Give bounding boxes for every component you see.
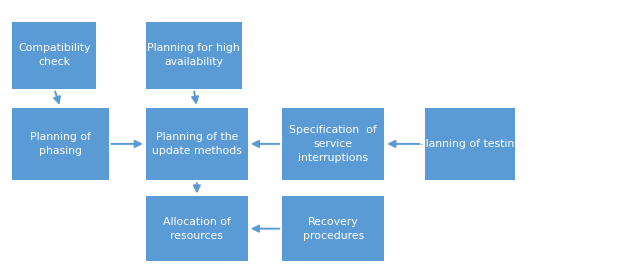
FancyBboxPatch shape: [425, 108, 515, 180]
FancyBboxPatch shape: [12, 22, 96, 89]
Text: Allocation of
resources: Allocation of resources: [163, 217, 231, 241]
Text: Compatibility
check: Compatibility check: [18, 43, 91, 67]
FancyBboxPatch shape: [282, 196, 384, 261]
Text: Specification  of
service
interruptions: Specification of service interruptions: [290, 125, 377, 163]
Text: Planning of
phasing: Planning of phasing: [30, 132, 91, 156]
Text: Planning of testing: Planning of testing: [418, 139, 521, 149]
FancyBboxPatch shape: [146, 22, 242, 89]
Text: Planning for high
availability: Planning for high availability: [148, 43, 240, 67]
FancyBboxPatch shape: [282, 108, 384, 180]
Text: Recovery
procedures: Recovery procedures: [303, 217, 364, 241]
Text: Planning of the
update methods: Planning of the update methods: [152, 132, 242, 156]
FancyBboxPatch shape: [146, 196, 248, 261]
FancyBboxPatch shape: [146, 108, 248, 180]
FancyBboxPatch shape: [12, 108, 108, 180]
